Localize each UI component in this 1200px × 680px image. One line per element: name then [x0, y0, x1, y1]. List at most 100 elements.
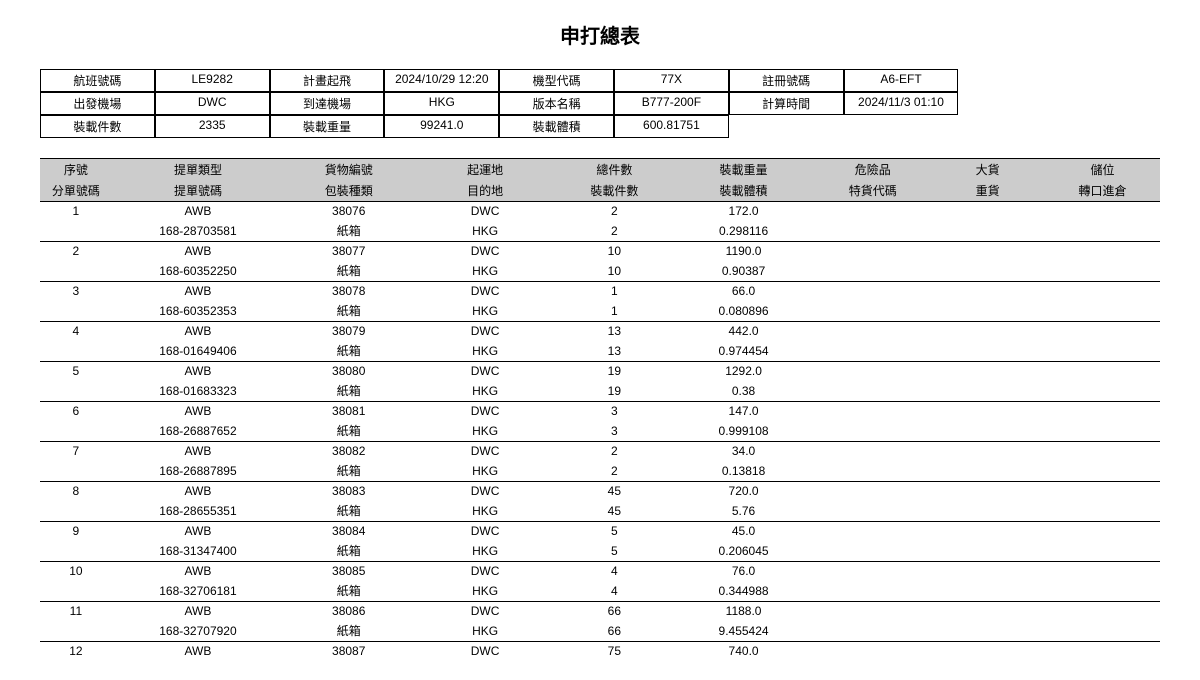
table-row: 1AWB38076DWC2172.0	[40, 202, 1160, 221]
info-value: LE9282	[155, 69, 270, 92]
cell: AWB	[112, 282, 284, 301]
info-value: 2335	[155, 115, 270, 138]
cell	[815, 242, 930, 261]
cell: 75	[557, 642, 672, 661]
cell: 4	[40, 322, 112, 341]
cell	[930, 420, 1045, 442]
cell: AWB	[112, 202, 284, 221]
header-row-bottom: 分單號碼 提單號碼 包裝種類 目的地 裝載件數 裝載體積 特貨代碼 重貨 轉口進…	[40, 180, 1160, 202]
cell	[815, 580, 930, 602]
cell: AWB	[112, 442, 284, 461]
info-value: 2024/10/29 12:20	[384, 69, 499, 92]
cell: 紙箱	[284, 540, 413, 562]
table-row: 168-31347400紙箱HKG50.206045	[40, 540, 1160, 562]
info-label: 機型代碼	[499, 69, 614, 92]
cell	[1045, 340, 1160, 362]
cell: 38085	[284, 562, 413, 581]
cell	[1045, 562, 1160, 581]
cell: 38087	[284, 642, 413, 661]
cell	[815, 442, 930, 461]
table-body: 1AWB38076DWC2172.0168-28703581紙箱HKG20.29…	[40, 202, 1160, 661]
cell	[40, 420, 112, 442]
col-header: 轉口進倉	[1045, 180, 1160, 202]
cell	[815, 420, 930, 442]
table-row: 168-60352250紙箱HKG100.90387	[40, 260, 1160, 282]
cell	[815, 482, 930, 501]
cell	[815, 642, 930, 661]
cell	[1045, 282, 1160, 301]
table-row: 168-26887895紙箱HKG20.13818	[40, 460, 1160, 482]
cell	[930, 300, 1045, 322]
cell: HKG	[413, 380, 557, 402]
cell	[930, 442, 1045, 461]
cell: 2	[557, 460, 672, 482]
cell: DWC	[413, 322, 557, 341]
info-value: HKG	[384, 92, 499, 115]
cell	[40, 220, 112, 242]
cell: 0.298116	[672, 220, 816, 242]
col-header: 貨物編號	[284, 159, 413, 181]
cell: 45.0	[672, 522, 816, 541]
cell	[1045, 260, 1160, 282]
col-header: 總件數	[557, 159, 672, 181]
cell: 1292.0	[672, 362, 816, 381]
table-row: 2AWB38077DWC101190.0	[40, 242, 1160, 261]
info-grid: 航班號碼 LE9282 計畫起飛 2024/10/29 12:20 機型代碼 7…	[40, 69, 958, 138]
cell	[930, 402, 1045, 421]
cell	[930, 602, 1045, 621]
cell: HKG	[413, 500, 557, 522]
cell: 38079	[284, 322, 413, 341]
cell: 13	[557, 340, 672, 362]
cell: HKG	[413, 620, 557, 642]
cell	[40, 620, 112, 642]
cell	[1045, 642, 1160, 661]
cell	[815, 220, 930, 242]
cell	[930, 260, 1045, 282]
cell: 5.76	[672, 500, 816, 522]
table-row: 9AWB38084DWC545.0	[40, 522, 1160, 541]
cell: 紙箱	[284, 620, 413, 642]
info-label: 航班號碼	[40, 69, 155, 92]
info-label: 註冊號碼	[729, 69, 844, 92]
cell	[815, 402, 930, 421]
cell	[40, 260, 112, 282]
cell: DWC	[413, 202, 557, 221]
cell: 紙箱	[284, 420, 413, 442]
cell: 12	[40, 642, 112, 661]
cell: 0.999108	[672, 420, 816, 442]
cell	[815, 562, 930, 581]
cell: 0.13818	[672, 460, 816, 482]
info-label: 到達機場	[270, 92, 385, 115]
table-row: 7AWB38082DWC234.0	[40, 442, 1160, 461]
table-row: 168-32707920紙箱HKG669.455424	[40, 620, 1160, 642]
cell: 9.455424	[672, 620, 816, 642]
table-row: 168-01683323紙箱HKG190.38	[40, 380, 1160, 402]
cell: DWC	[413, 642, 557, 661]
info-label: 裝載體積	[499, 115, 614, 138]
cell: 168-28703581	[112, 220, 284, 242]
cell	[40, 540, 112, 562]
cell: 9	[40, 522, 112, 541]
cell: AWB	[112, 242, 284, 261]
cell: 66	[557, 602, 672, 621]
cell	[815, 500, 930, 522]
cell: 4	[557, 562, 672, 581]
cell: AWB	[112, 362, 284, 381]
cell	[930, 500, 1045, 522]
cell: 168-32706181	[112, 580, 284, 602]
table-row: 5AWB38080DWC191292.0	[40, 362, 1160, 381]
col-header: 特貨代碼	[815, 180, 930, 202]
table-row: 11AWB38086DWC661188.0	[40, 602, 1160, 621]
cell: DWC	[413, 282, 557, 301]
cell: 4	[557, 580, 672, 602]
cell	[1045, 460, 1160, 482]
cell: 168-28655351	[112, 500, 284, 522]
cell	[1045, 322, 1160, 341]
cell: 1188.0	[672, 602, 816, 621]
col-header: 提單類型	[112, 159, 284, 181]
cell: 66	[557, 620, 672, 642]
info-value: B777-200F	[614, 92, 729, 115]
col-header: 重貨	[930, 180, 1045, 202]
cell: 19	[557, 380, 672, 402]
cell	[815, 620, 930, 642]
